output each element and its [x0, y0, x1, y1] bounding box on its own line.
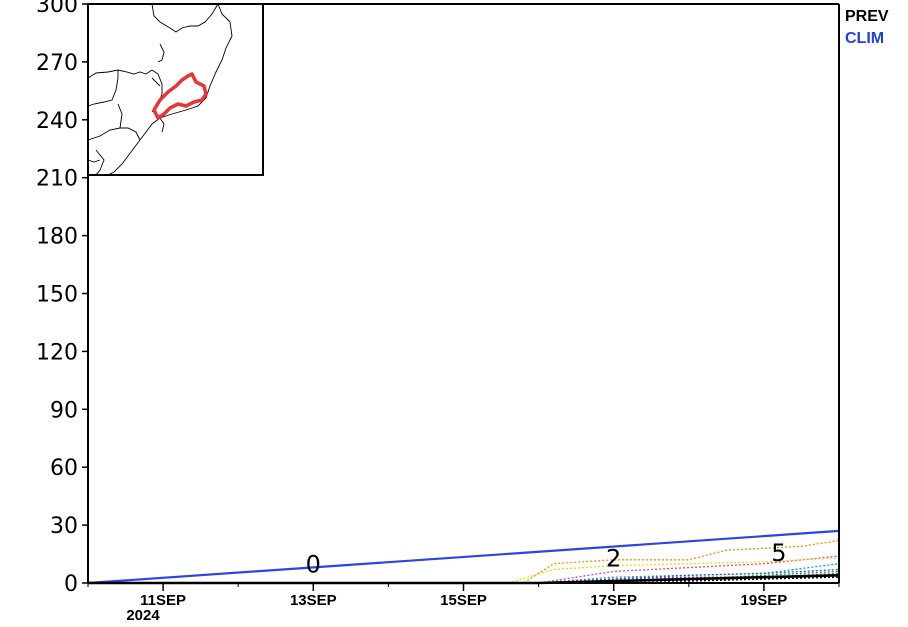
legend-entry: CLIM	[845, 30, 884, 47]
member-line-8	[88, 576, 840, 584]
inset-map	[87, 3, 264, 176]
annotation-label: 5	[771, 539, 786, 567]
inset-map-borders	[87, 3, 233, 176]
member-line-2	[88, 555, 840, 584]
series-clim-line	[87, 529, 840, 585]
y-tick-label: 120	[36, 340, 78, 365]
y-tick-label: 60	[50, 456, 78, 481]
member-line-6	[88, 570, 840, 584]
member-line-5	[88, 568, 840, 584]
x-tick-label: 19SEP	[741, 592, 788, 609]
y-tick-label: 150	[36, 283, 78, 308]
y-tick-label: 90	[50, 398, 78, 423]
y-tick-label: 30	[50, 514, 78, 539]
legend: PREV CLIM	[845, 8, 889, 47]
y-tick-label: 180	[36, 225, 78, 250]
x-tick-label: 13SEP	[290, 592, 337, 609]
x-tick-label: 15SEP	[440, 592, 487, 609]
member-line-4	[88, 563, 840, 584]
annotation-layer: 0 2 5	[306, 539, 787, 579]
y-tick-label: 270	[36, 51, 78, 76]
inset-map-frame	[87, 3, 264, 176]
y-tick-label: 300	[36, 0, 78, 18]
member-line-1	[88, 539, 840, 584]
y-tick-label: 210	[36, 167, 78, 192]
x-axis-year-label: 2024	[126, 607, 160, 624]
x-axis-ticks: 11SEP 13SEP 15SEP 17SEP 19SEP	[87, 583, 840, 609]
y-tick-label: 240	[36, 109, 78, 134]
annotation-label: 2	[606, 545, 621, 573]
x-tick-label: 17SEP	[590, 592, 637, 609]
legend-entry: PREV	[845, 8, 889, 25]
basin-highlight	[152, 72, 208, 120]
y-axis-ticks: 0 30 60 90 120 150 180 210 240 270 300	[36, 0, 88, 597]
y-tick-label: 0	[64, 572, 78, 597]
annotation-label: 0	[306, 550, 321, 578]
x-tick-label: 11SEP	[140, 592, 186, 609]
